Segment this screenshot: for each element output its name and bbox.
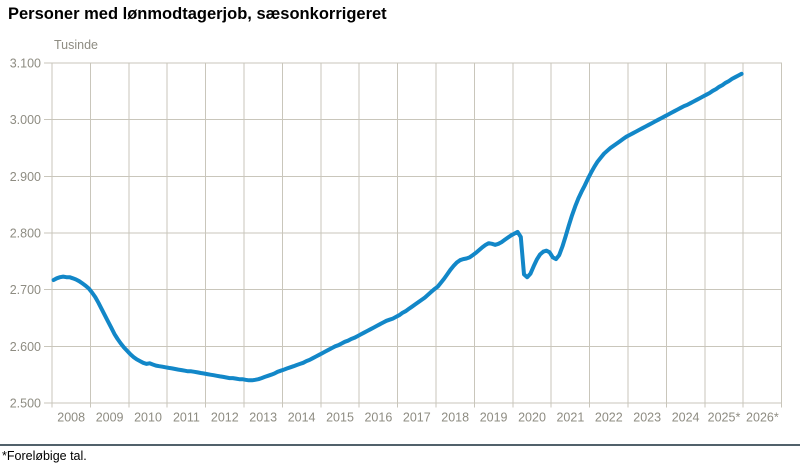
x-axis-label: 2010: [134, 411, 162, 425]
x-axis-label: 2022: [595, 411, 623, 425]
x-axis-label: 2018: [441, 411, 469, 425]
footnote-text: *Foreløbige tal.: [2, 449, 87, 463]
y-axis-label: 2.500: [10, 397, 41, 411]
x-axis-label: 2026*: [746, 411, 779, 425]
x-axis-label: 2009: [96, 411, 124, 425]
x-axis-label: 2015: [326, 411, 354, 425]
y-axis-label: 2.900: [10, 170, 41, 184]
y-axis-label: 3.000: [10, 113, 41, 127]
y-axis-unit-label: Tusinde: [54, 38, 99, 52]
x-axis-label: 2020: [518, 411, 546, 425]
x-axis-label: 2008: [57, 411, 85, 425]
x-axis-label: 2013: [249, 411, 277, 425]
x-axis-label: 2012: [211, 411, 239, 425]
y-axis-label: 2.600: [10, 340, 41, 354]
y-axis-label: 3.100: [10, 57, 41, 71]
x-axis-label: 2014: [288, 411, 316, 425]
x-axis-label: 2024: [672, 411, 700, 425]
plot-border: [51, 62, 783, 404]
x-axis-label: 2016: [364, 411, 392, 425]
x-axis-label: 2017: [403, 411, 431, 425]
y-axis-label: 2.700: [10, 283, 41, 297]
page-title: Personer med lønmodtagerjob, sæsonkorrig…: [8, 5, 387, 23]
footer-divider: [0, 444, 800, 446]
x-axis-label: 2019: [480, 411, 508, 425]
x-axis-label: 2023: [633, 411, 661, 425]
x-axis-label: 2021: [556, 411, 584, 425]
x-axis-label: 2011: [173, 411, 200, 425]
employment-series-line: [51, 71, 744, 383]
y-axis-label: 2.800: [10, 227, 41, 241]
x-axis-label: 2025*: [708, 411, 741, 425]
